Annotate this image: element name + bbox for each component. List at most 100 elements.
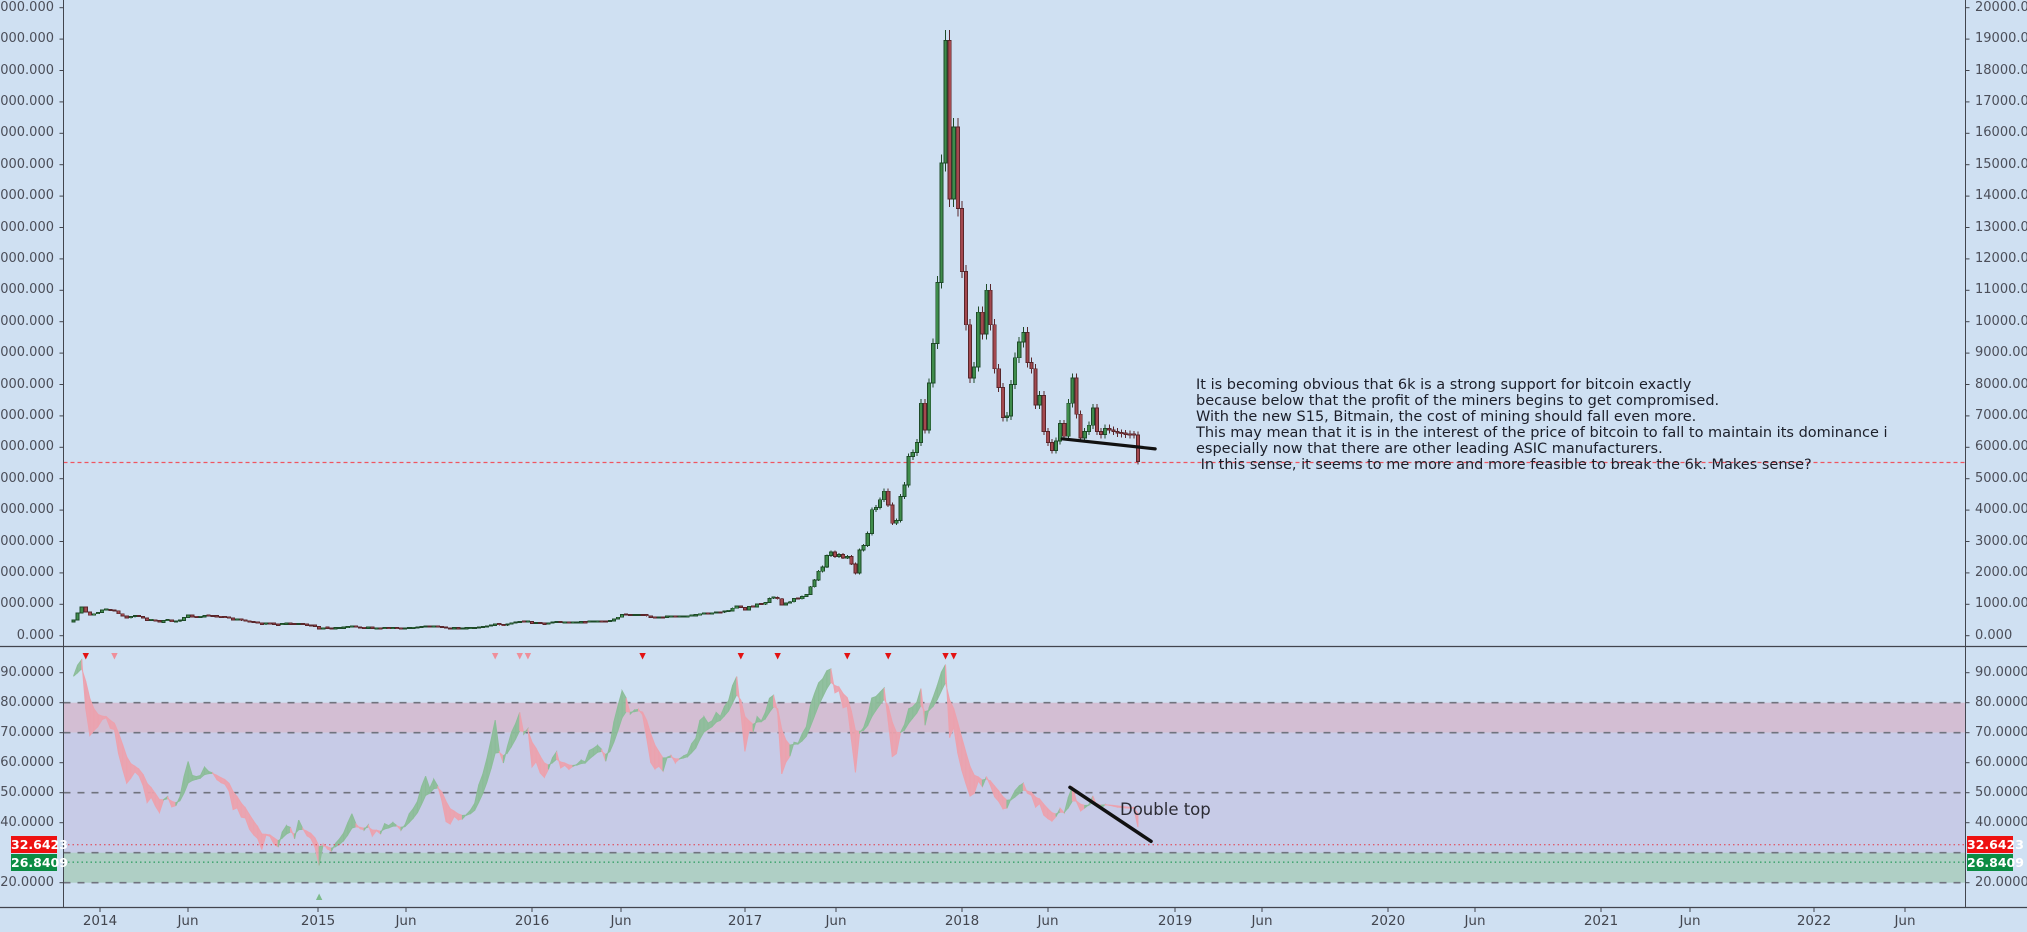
- rsi-signal-badge-right: 26.8409: [1967, 853, 2024, 871]
- time-tick-label: 2017: [727, 913, 763, 929]
- sell-marker-icon: [516, 653, 523, 660]
- sell-marker-icon: [491, 653, 499, 660]
- sell-marker-icon: [942, 653, 949, 660]
- axis-tick-label: 70.0000: [1975, 724, 2027, 740]
- sell-marker-icon: [639, 653, 646, 660]
- axis-tick-label: 90.0000: [0, 664, 54, 680]
- axis-tick-label: 0.000: [1975, 627, 2013, 643]
- axis-tick-label: 1000.000: [1975, 596, 2027, 612]
- sell-marker-icon: [737, 653, 745, 660]
- buy-marker-icon: [315, 893, 323, 900]
- axis-tick-label: 16000.000: [1975, 125, 2027, 141]
- double-top-label[interactable]: Double top: [1120, 800, 1211, 819]
- price-axis-right[interactable]: 20000.000 19000.000 18000.000 17000.000 1600…: [1965, 0, 2027, 932]
- time-tick-label: Jun: [1894, 913, 1916, 929]
- axis-tick-label: 20.0000: [0, 874, 54, 890]
- axis-tick-label: 6000.000: [1975, 439, 2027, 455]
- time-tick-label: 2016: [514, 913, 550, 929]
- axis-tick-label: 2000.000: [0, 564, 54, 580]
- axis-tick-label: 0.000: [16, 627, 54, 643]
- time-tick-label: Jun: [1251, 913, 1273, 929]
- analysis-note-line: With the new S15, Bitmain, the cost of m…: [1196, 409, 1697, 425]
- sell-marker-icon: [524, 653, 532, 660]
- time-tick-label: 2021: [1583, 913, 1619, 929]
- time-tick-label: 2014: [82, 913, 118, 929]
- time-tick-label: 2022: [1796, 913, 1832, 929]
- axis-tick-label: 20000.000: [1975, 0, 2027, 15]
- candles-layer: [71, 29, 1140, 630]
- analysis-note-line: It is becoming obvious that 6k is a stro…: [1196, 377, 1692, 393]
- axis-tick-label: 7000.000: [1975, 407, 2027, 423]
- time-tick-label: 2018: [944, 913, 980, 929]
- axis-tick-label: 18000.000: [0, 62, 54, 78]
- price-support-trendline[interactable]: [1060, 437, 1157, 451]
- rsi-band-oversold: [63, 852, 1966, 883]
- axis-tick-label: 14000.000: [1975, 188, 2027, 204]
- axis-tick-label: 15000.000: [0, 156, 54, 172]
- axis-tick-label: 13000.000: [1975, 219, 2027, 235]
- axis-tick-label: 17000.000: [1975, 93, 2027, 109]
- axis-tick-label: 4000.000: [0, 502, 54, 518]
- axis-tick-label: 40.0000: [1975, 814, 2027, 830]
- axis-tick-label: 60.0000: [1975, 754, 2027, 770]
- sell-marker-icon: [844, 653, 851, 660]
- axis-tick-label: 5000.000: [0, 470, 54, 486]
- double-top-trendline[interactable]: [1068, 785, 1153, 844]
- sell-marker-icon: [111, 653, 118, 660]
- analysis-note-line: especially now that there are other lead…: [1196, 441, 1663, 457]
- axis-tick-label: 9000.000: [1975, 345, 2027, 361]
- axis-tick-label: 2000.000: [1975, 564, 2027, 580]
- time-tick-label: 2015: [300, 913, 336, 929]
- axis-tick-label: 8000.000: [1975, 376, 2027, 392]
- axis-tick-label: 17000.000: [0, 93, 54, 109]
- axis-tick-label: 10000.000: [0, 313, 54, 329]
- rsi-value-badge-left: 32.6423: [11, 836, 68, 854]
- time-tick-label: Jun: [825, 913, 847, 929]
- axis-tick-label: 80.0000: [1975, 694, 2027, 710]
- axis-tick-label: 19000.000: [0, 31, 54, 47]
- axis-tick-label: 13000.000: [0, 219, 54, 235]
- rsi-value-badge-right: 32.6423: [1967, 836, 2024, 854]
- axis-tick-label: 6000.000: [0, 439, 54, 455]
- axis-tick-label: 50.0000: [0, 784, 54, 800]
- axis-tick-label: 1000.000: [0, 596, 54, 612]
- axis-tick-label: 80.0000: [0, 694, 54, 710]
- sell-marker-icon: [950, 653, 957, 660]
- time-axis[interactable]: 2014 Jun 2015 Jun 2016 Jun 2017 Jun 2018 Jun 2019 J…: [0, 905, 2027, 932]
- rsi-band-overbought: [63, 702, 1966, 733]
- signal-markers-layer: [82, 653, 957, 900]
- time-tick-label: Jun: [1679, 913, 1701, 929]
- axis-tick-label: 70.0000: [0, 724, 54, 740]
- sell-marker-icon: [82, 653, 89, 660]
- sell-marker-icon: [774, 653, 781, 660]
- axis-tick-label: 20.0000: [1975, 874, 2027, 890]
- axis-tick-label: 90.0000: [1975, 664, 2027, 680]
- axis-tick-label: 60.0000: [0, 754, 54, 770]
- axis-tick-label: 9000.000: [0, 345, 54, 361]
- time-tick-label: Jun: [395, 913, 417, 929]
- axis-tick-label: 50.0000: [1975, 784, 2027, 800]
- axis-tick-label: 3000.000: [1975, 533, 2027, 549]
- axis-tick-label: 18000.000: [1975, 62, 2027, 78]
- price-axis-left[interactable]: 20000.000 19000.000 18000.000 17000.000 1600…: [0, 0, 63, 932]
- time-tick-label: Jun: [177, 913, 199, 929]
- axis-tick-label: 11000.000: [0, 282, 54, 298]
- axis-tick-label: 11000.000: [1975, 282, 2027, 298]
- axis-tick-label: 4000.000: [1975, 502, 2027, 518]
- axis-tick-label: 10000.000: [1975, 313, 2027, 329]
- time-tick-label: 2019: [1157, 913, 1193, 929]
- axis-tick-label: 12000.000: [0, 250, 54, 266]
- sell-marker-icon: [885, 653, 892, 660]
- analysis-note-line: because below that the profit of the min…: [1196, 393, 1720, 409]
- time-tick-label: Jun: [1037, 913, 1059, 929]
- axis-tick-label: 20000.000: [0, 0, 54, 15]
- axis-tick-label: 12000.000: [1975, 250, 2027, 266]
- analysis-note[interactable]: It is becoming obvious that 6k is a stro…: [1196, 377, 1965, 473]
- axis-tick-label: 5000.000: [1975, 470, 2027, 486]
- axis-tick-label: 8000.000: [0, 376, 54, 392]
- axis-tick-label: 14000.000: [0, 188, 54, 204]
- rsi-signal-badge-left: 26.8409: [11, 853, 68, 871]
- time-tick-label: 2020: [1370, 913, 1406, 929]
